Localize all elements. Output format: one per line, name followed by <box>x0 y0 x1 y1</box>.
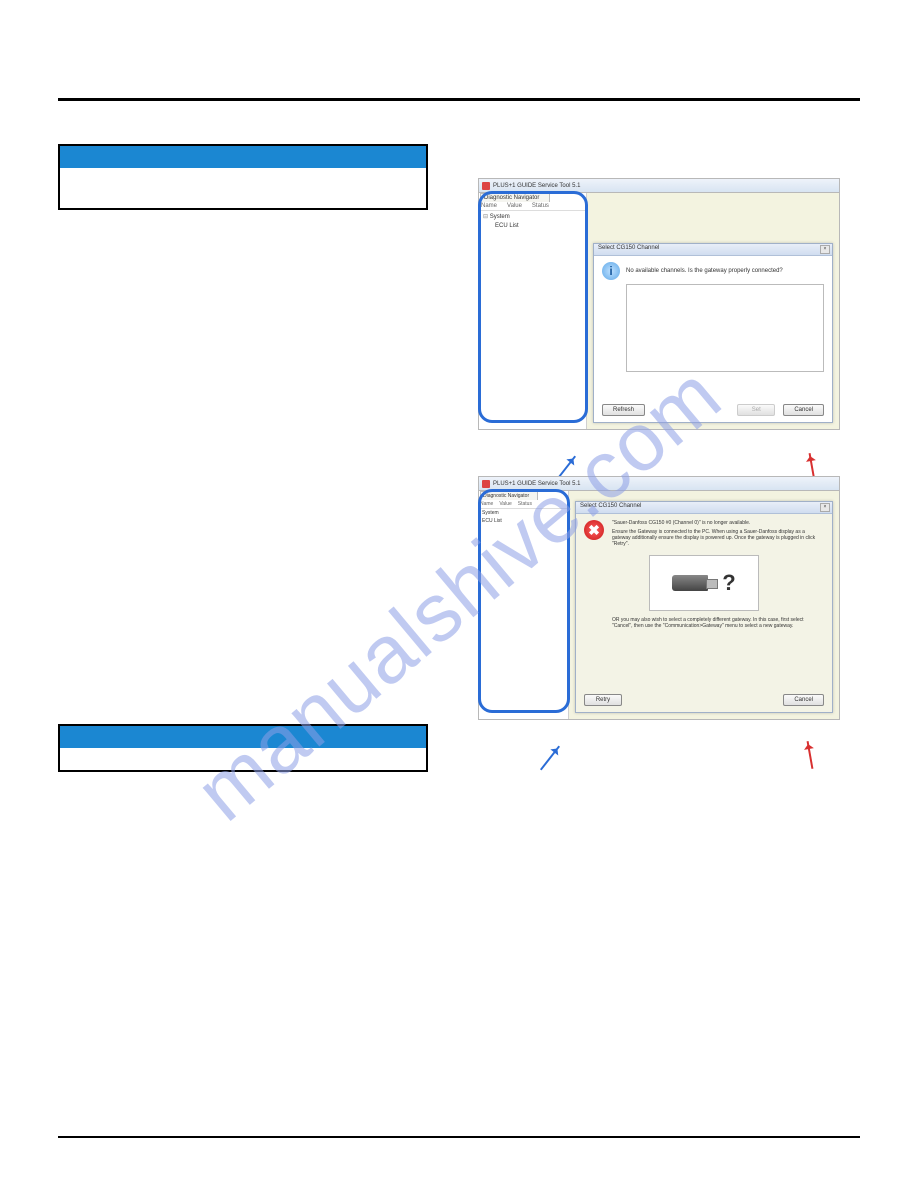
col-value: Value <box>499 501 511 507</box>
refresh-button[interactable]: Refresh <box>602 404 645 416</box>
window-title: PLUS+1 GUIDE Service Tool 5.1 <box>493 183 580 189</box>
box-body <box>60 168 426 208</box>
close-icon[interactable]: × <box>820 503 830 512</box>
navigator-tree: System ECU List <box>479 509 568 526</box>
dialog-title: Select CG150 Channel × <box>576 502 832 514</box>
box-header <box>60 146 426 168</box>
col-name: Name <box>481 203 497 209</box>
dialog-title-text: Select CG150 Channel <box>580 503 641 509</box>
tree-ecu-list[interactable]: ECU List <box>483 222 582 231</box>
dialog-message: No available channels. Is the gateway pr… <box>626 268 783 274</box>
info-icon: i <box>602 262 620 280</box>
error-headline: "Sauer-Danfoss CG150 #0 (Channel 0)" is … <box>612 520 824 526</box>
alternative-text: OR you may also wish to select a complet… <box>584 617 824 629</box>
retry-button[interactable]: Retry <box>584 694 622 706</box>
diagnostic-navigator-pane: Diagnostic Navigator Name Value Status S… <box>479 491 569 719</box>
divider-top <box>58 98 860 101</box>
usb-icon <box>672 575 708 591</box>
screenshot-no-channels: PLUS+1 GUIDE Service Tool 5.1 Diagnostic… <box>478 178 840 430</box>
box-body <box>60 748 426 770</box>
screenshot-gateway-error: PLUS+1 GUIDE Service Tool 5.1 Diagnostic… <box>478 476 840 720</box>
dialog-title: Select CG150 Channel × <box>594 244 832 256</box>
diagnostic-navigator-pane: Diagnostic Navigator Name Value Status S… <box>479 193 587 429</box>
navigator-headers: Name Value Status <box>479 202 586 211</box>
col-status: Status <box>518 501 532 507</box>
window-titlebar: PLUS+1 GUIDE Service Tool 5.1 <box>479 477 839 491</box>
set-button: Set <box>737 404 775 416</box>
close-icon[interactable]: × <box>820 245 830 254</box>
channel-listbox[interactable] <box>626 284 824 372</box>
navigator-tree: System ECU List <box>479 211 586 233</box>
instruction-box-2 <box>58 724 428 772</box>
navigator-tab[interactable]: Diagnostic Navigator <box>480 491 538 500</box>
cancel-button[interactable]: Cancel <box>783 404 824 416</box>
error-icon: ✖ <box>584 520 604 540</box>
error-body: Ensure the Gateway is connected to the P… <box>612 529 824 547</box>
col-name: Name <box>480 501 493 507</box>
window-titlebar: PLUS+1 GUIDE Service Tool 5.1 <box>479 179 839 193</box>
navigator-tab[interactable]: Diagnostic Navigator <box>480 193 550 202</box>
col-status: Status <box>532 203 549 209</box>
gateway-error-dialog: Select CG150 Channel × ✖ "Sauer-Danfoss … <box>575 501 833 713</box>
col-value: Value <box>507 203 522 209</box>
box-header <box>60 726 426 748</box>
question-mark-icon: ? <box>722 570 735 596</box>
divider-bottom <box>58 1136 860 1138</box>
gateway-image: ? <box>649 555 759 611</box>
tree-system[interactable]: System <box>483 213 582 222</box>
tree-ecu-list[interactable]: ECU List <box>482 518 565 526</box>
navigator-headers: Name Value Status <box>479 500 568 509</box>
dialog-title-text: Select CG150 Channel <box>598 245 659 251</box>
main-pane: Select CG150 Channel × i No available ch… <box>587 193 839 429</box>
tree-system[interactable]: System <box>482 510 565 518</box>
window-title: PLUS+1 GUIDE Service Tool 5.1 <box>493 481 580 487</box>
main-pane: Select CG150 Channel × ✖ "Sauer-Danfoss … <box>569 491 839 719</box>
instruction-box-1 <box>58 144 428 210</box>
cancel-button[interactable]: Cancel <box>783 694 824 706</box>
select-channel-dialog: Select CG150 Channel × i No available ch… <box>593 243 833 423</box>
